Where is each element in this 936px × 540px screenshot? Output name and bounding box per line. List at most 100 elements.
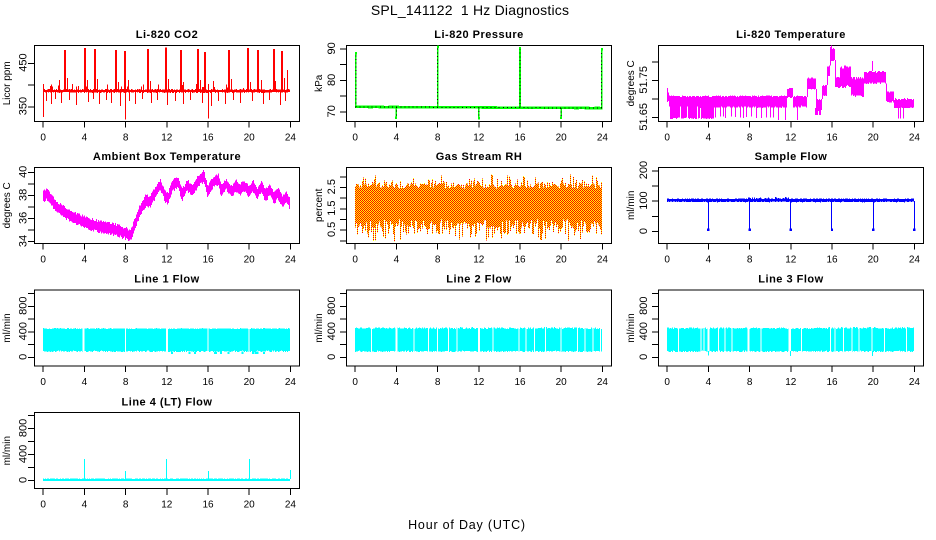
svg-text:0: 0 <box>352 377 358 388</box>
svg-text:70: 70 <box>326 105 338 117</box>
svg-text:800: 800 <box>18 419 30 437</box>
svg-text:0: 0 <box>352 132 358 143</box>
svg-text:Line 3 Flow: Line 3 Flow <box>758 274 823 286</box>
svg-text:20: 20 <box>868 254 880 265</box>
svg-text:degrees C: degrees C <box>626 60 637 106</box>
svg-text:12: 12 <box>473 132 485 143</box>
svg-text:12: 12 <box>785 132 797 143</box>
svg-text:450: 450 <box>18 53 30 71</box>
svg-text:Ambient Box Temperature: Ambient Box Temperature <box>93 151 241 163</box>
svg-text:20: 20 <box>556 377 568 388</box>
svg-text:0.5: 0.5 <box>326 222 338 237</box>
svg-text:200: 200 <box>638 161 650 179</box>
svg-text:20: 20 <box>868 377 880 388</box>
svg-text:0: 0 <box>664 377 670 388</box>
svg-text:12: 12 <box>161 500 173 511</box>
svg-text:ml/min: ml/min <box>626 313 637 342</box>
svg-text:0: 0 <box>664 254 670 265</box>
svg-text:0: 0 <box>326 354 338 360</box>
svg-text:36: 36 <box>18 212 30 224</box>
svg-text:0: 0 <box>664 132 670 143</box>
svg-text:SPL_141122 1 Hz Diagnostics: SPL_141122 1 Hz Diagnostics <box>371 2 569 18</box>
svg-text:16: 16 <box>514 377 526 388</box>
svg-text:4: 4 <box>394 254 400 265</box>
svg-text:400: 400 <box>18 445 30 463</box>
svg-text:8: 8 <box>123 132 129 143</box>
svg-text:0: 0 <box>40 132 46 143</box>
svg-text:16: 16 <box>202 377 214 388</box>
svg-text:12: 12 <box>161 132 173 143</box>
svg-text:20: 20 <box>244 500 256 511</box>
svg-text:4: 4 <box>706 254 712 265</box>
svg-text:Li-820 Pressure: Li-820 Pressure <box>434 29 523 41</box>
svg-text:16: 16 <box>826 132 838 143</box>
svg-text:34: 34 <box>18 235 30 247</box>
svg-text:16: 16 <box>514 132 526 143</box>
svg-text:0: 0 <box>40 254 46 265</box>
svg-text:12: 12 <box>473 377 485 388</box>
svg-text:4: 4 <box>394 377 400 388</box>
svg-text:24: 24 <box>597 254 609 265</box>
svg-text:20: 20 <box>556 132 568 143</box>
svg-text:24: 24 <box>285 500 297 511</box>
svg-text:800: 800 <box>326 297 338 315</box>
svg-text:0: 0 <box>40 377 46 388</box>
svg-text:16: 16 <box>514 254 526 265</box>
svg-text:80: 80 <box>326 74 338 86</box>
svg-text:12: 12 <box>785 377 797 388</box>
svg-text:24: 24 <box>909 254 921 265</box>
svg-text:Li-820 CO2: Li-820 CO2 <box>136 29 198 41</box>
svg-text:0: 0 <box>18 477 30 483</box>
svg-text:20: 20 <box>244 132 256 143</box>
svg-text:24: 24 <box>597 132 609 143</box>
svg-text:8: 8 <box>123 254 129 265</box>
svg-text:8: 8 <box>435 254 441 265</box>
svg-text:ml/min: ml/min <box>626 191 637 220</box>
svg-text:8: 8 <box>123 377 129 388</box>
svg-text:4: 4 <box>82 500 88 511</box>
svg-text:degrees C: degrees C <box>2 182 13 228</box>
svg-text:8: 8 <box>435 132 441 143</box>
svg-text:350: 350 <box>18 97 30 115</box>
svg-text:16: 16 <box>202 500 214 511</box>
svg-text:kPa: kPa <box>314 74 325 92</box>
svg-text:Line 4 (LT) Flow: Line 4 (LT) Flow <box>122 396 213 408</box>
svg-text:Licor ppm: Licor ppm <box>2 61 13 105</box>
svg-text:8: 8 <box>747 132 753 143</box>
svg-text:Line 2 Flow: Line 2 Flow <box>446 274 511 286</box>
svg-text:Hour of Day (UTC): Hour of Day (UTC) <box>408 518 526 532</box>
svg-text:0: 0 <box>638 228 650 234</box>
svg-text:20: 20 <box>244 377 256 388</box>
svg-text:24: 24 <box>285 377 297 388</box>
svg-text:800: 800 <box>18 297 30 315</box>
svg-text:0: 0 <box>638 354 650 360</box>
svg-text:800: 800 <box>638 297 650 315</box>
svg-text:100: 100 <box>638 191 650 209</box>
svg-text:51.75: 51.75 <box>638 66 650 94</box>
svg-text:24: 24 <box>909 377 921 388</box>
svg-text:16: 16 <box>202 132 214 143</box>
svg-text:24: 24 <box>285 254 297 265</box>
svg-text:38: 38 <box>18 189 30 201</box>
svg-text:8: 8 <box>435 377 441 388</box>
svg-text:16: 16 <box>826 254 838 265</box>
svg-text:400: 400 <box>326 322 338 340</box>
svg-text:4: 4 <box>706 377 712 388</box>
svg-text:8: 8 <box>747 254 753 265</box>
svg-text:ml/min: ml/min <box>2 313 13 342</box>
svg-text:Li-820 Temperature: Li-820 Temperature <box>736 29 846 41</box>
svg-text:4: 4 <box>82 132 88 143</box>
svg-text:12: 12 <box>161 377 173 388</box>
svg-text:Gas Stream RH: Gas Stream RH <box>436 151 523 163</box>
svg-text:4: 4 <box>706 132 712 143</box>
svg-text:20: 20 <box>556 254 568 265</box>
svg-text:90: 90 <box>326 42 338 54</box>
svg-text:12: 12 <box>785 254 797 265</box>
svg-text:12: 12 <box>473 254 485 265</box>
svg-text:4: 4 <box>82 254 88 265</box>
svg-text:12: 12 <box>161 254 173 265</box>
svg-text:40: 40 <box>18 166 30 178</box>
svg-text:51.65: 51.65 <box>638 103 650 131</box>
svg-text:ml/min: ml/min <box>314 313 325 342</box>
svg-text:0: 0 <box>40 500 46 511</box>
